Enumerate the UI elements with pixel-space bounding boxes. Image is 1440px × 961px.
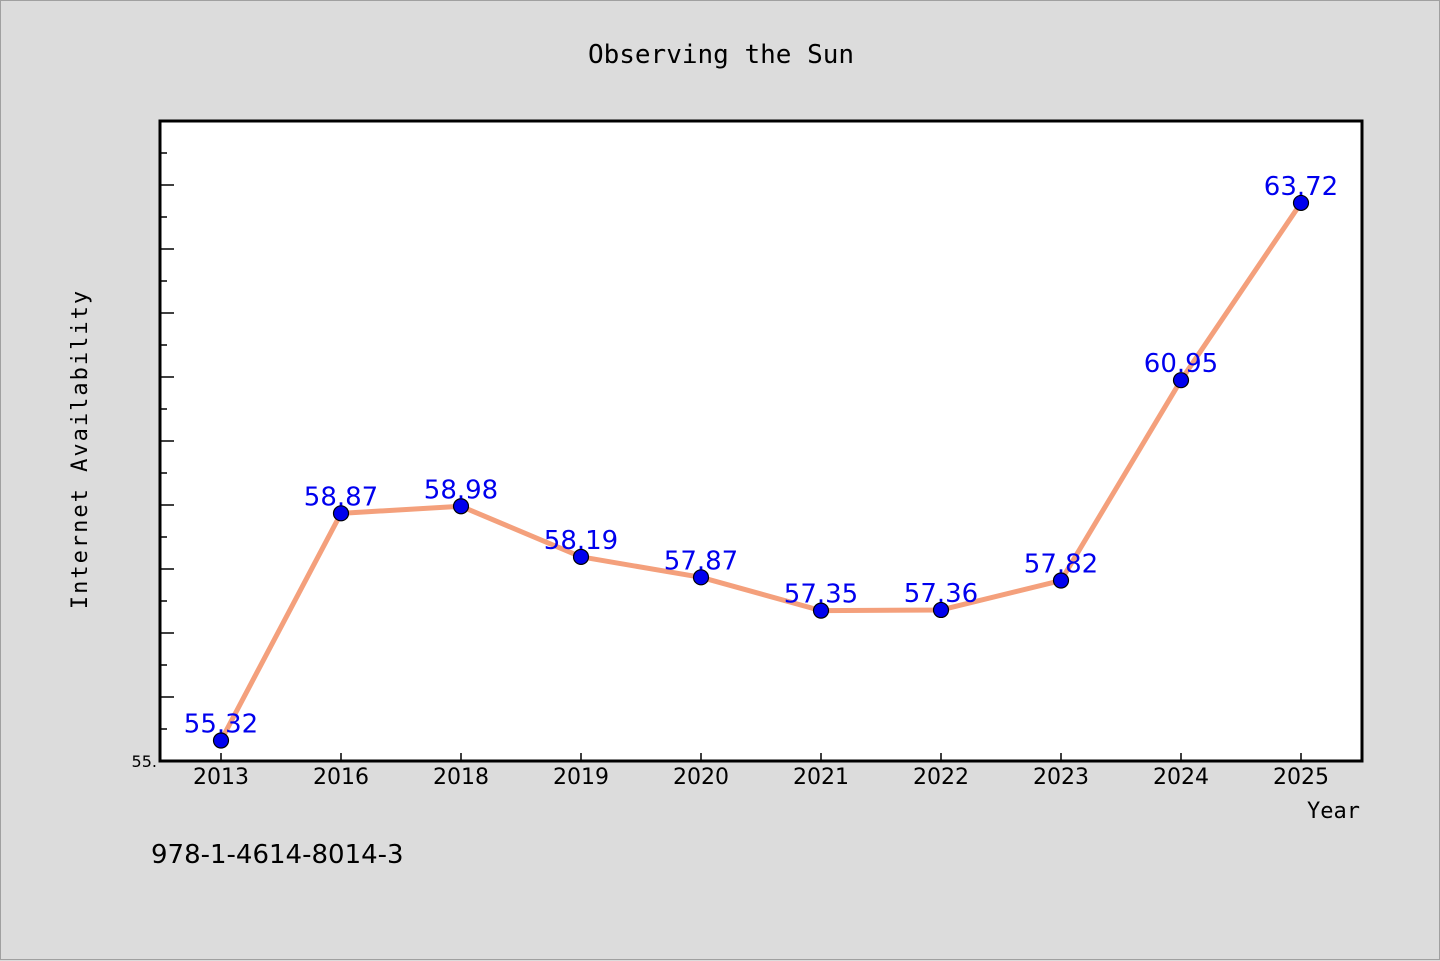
series-line [218,201,1304,742]
data-point [1292,194,1310,212]
data-point [572,548,590,565]
isbn-caption: 978-1-4614-8014-3 [151,840,404,870]
data-label: 57.36 [904,579,978,609]
chart-title: Observing the Sun [588,40,854,70]
x-tick-label: 2013 [193,765,249,790]
data-point [932,601,950,619]
x-axis-ticks [220,753,1302,761]
data-point [1052,572,1070,589]
data-points [212,194,1310,749]
data-point [332,505,350,522]
data-point [692,569,710,586]
x-axis-tick-labels: 2013 2016 2018 2019 2020 2021 2022 2023 2024 2025 [193,765,1329,790]
x-tick-label: 2021 [793,765,849,790]
data-point [212,732,230,749]
x-tick-label: 2022 [913,765,969,790]
plot-area [158,119,1364,763]
x-axis-label: Year [1307,799,1360,824]
x-tick-label: 2025 [1273,765,1329,790]
x-tick-label: 2019 [553,765,609,790]
data-label: 57.35 [784,580,858,610]
data-point [1172,372,1190,389]
data-label: 57.82 [1024,550,1098,580]
data-label: 58.19 [544,526,618,556]
data-point [452,498,470,515]
data-label: 55.32 [184,710,258,740]
data-label: 57.87 [664,546,738,576]
y-axis-label: Internet Availability [68,289,93,609]
y-tick-label: 55. [132,752,157,771]
y-axis-ticks [160,120,174,762]
data-label: 63.72 [1264,172,1338,202]
x-tick-label: 2020 [673,765,729,790]
data-point [812,602,830,619]
y-axis-tick-labels: 55. [132,752,157,771]
data-labels: 55.32 58.87 58.98 58.19 57.87 57.35 57.36 57.82… [184,172,1338,740]
data-label: 58.87 [304,482,378,512]
data-label: 60.95 [1144,349,1218,379]
x-tick-label: 2016 [313,765,369,790]
data-label: 58.98 [424,475,498,505]
x-tick-label: 2024 [1153,765,1209,790]
x-tick-label: 2023 [1033,765,1089,790]
x-tick-label: 2018 [433,765,489,790]
